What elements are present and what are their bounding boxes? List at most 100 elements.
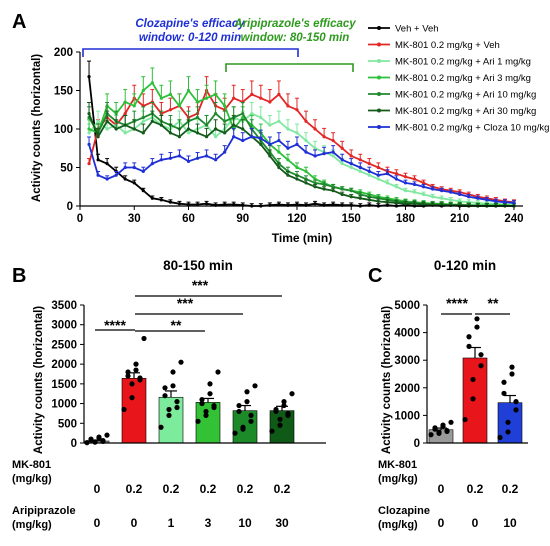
data-point [166,412,172,418]
data-point [403,189,408,193]
data-point [466,343,472,349]
data-point [509,371,515,377]
data-point [105,127,109,131]
data-point [412,202,417,206]
data-point [376,177,380,181]
data-point [440,422,446,428]
panel-b-row2-values: 0 0 1 3 10 30 [94,516,289,530]
data-point [158,424,164,430]
data-point [137,375,143,381]
data-point [289,391,295,397]
bar-group [232,383,258,444]
data-point [150,196,154,200]
y-tick-label: 3000 [51,320,77,332]
panel-b-significance: **** ** *** *** [95,277,282,333]
data-point [214,92,218,96]
data-point [494,199,498,203]
legend-label: MK-801 0.2 mg/kg + Cloza 10 mg/kg [395,123,549,134]
panel-c-row2-label: Clozapine (mg/kg) [378,505,430,531]
data-point [133,361,139,367]
data-point [195,156,200,160]
data-point [132,104,136,108]
data-point [474,316,480,322]
data-point [236,402,242,409]
dose-value: 10 [503,516,517,530]
y-tick-label: 2500 [51,339,77,351]
data-point [394,185,399,189]
sig-label: ** [488,295,499,311]
data-point [141,189,145,193]
y-tick-label: 3000 [394,355,420,367]
data-point [367,169,371,173]
data-point [214,158,218,162]
data-point [340,192,344,197]
data-point [100,438,106,444]
data-point [203,408,209,415]
sig-label: *** [192,277,209,293]
data-point [174,399,180,405]
data-point [304,169,308,173]
data-point [497,434,503,441]
data-point [132,165,136,170]
data-point [421,181,426,185]
data-point [244,399,250,405]
data-point [105,177,109,181]
data-point [259,142,263,146]
data-point [170,383,176,389]
data-point [159,198,163,202]
data-point [259,96,263,100]
dose-value: 0.2 [200,482,217,496]
data-point [204,96,209,100]
data-point [96,158,100,162]
data-point [123,112,127,116]
data-point [277,119,281,123]
data-point [412,182,417,187]
data-point [436,429,442,435]
data-point [114,173,118,177]
data-point [322,152,326,156]
data-point [322,182,326,187]
data-point [286,146,290,150]
data-point [195,202,200,207]
panel-b-row2-label: Aripiprazole (mg/kg) [12,505,76,531]
bar-group [121,335,147,444]
data-point [432,425,438,431]
dose-value: 0.2 [163,482,180,496]
data-point [466,334,472,340]
data-point [207,391,213,397]
data-point [236,408,242,415]
data-point [162,385,168,391]
bar-group [158,359,184,444]
data-point [123,123,127,127]
panel-c-row1-label: MK-801 (mg/kg) [378,459,418,485]
data-point [195,418,201,424]
aripiprazole-window-text: Aripiprazole's efficacy window: 80-150 mi… [233,18,356,44]
data-point [114,127,118,131]
data-point [132,181,136,185]
y-tick-label: 0 [71,438,77,450]
y-tick-label: 0 [67,201,73,213]
data-point [141,88,145,93]
data-point [313,202,317,206]
data-point [509,364,515,370]
data-point [204,135,209,139]
data-point [132,127,136,131]
data-point [349,189,353,193]
data-point [501,390,507,396]
y-tick-label: 4000 [394,328,420,340]
data-point [268,123,272,127]
legend-label: MK-801 0.2 mg/kg + Ari 1 mg/kg [395,57,531,68]
legend-label: MK-801 0.2 mg/kg + Veh [395,40,500,51]
data-point [150,119,154,123]
data-point [215,369,221,375]
legend-label: MK-801 0.2 mg/kg + Ari 10 mg/kg [395,90,536,101]
data-point [232,202,236,207]
data-point [376,173,380,177]
data-point [295,142,299,146]
legend-label: MK-801 0.2 mg/kg + Ari 3 mg/kg [395,73,531,84]
legend-marker [377,92,381,96]
data-point [367,198,371,202]
x-tick-label: 150 [342,213,361,225]
data-point [104,432,110,438]
series-6 [87,127,516,205]
